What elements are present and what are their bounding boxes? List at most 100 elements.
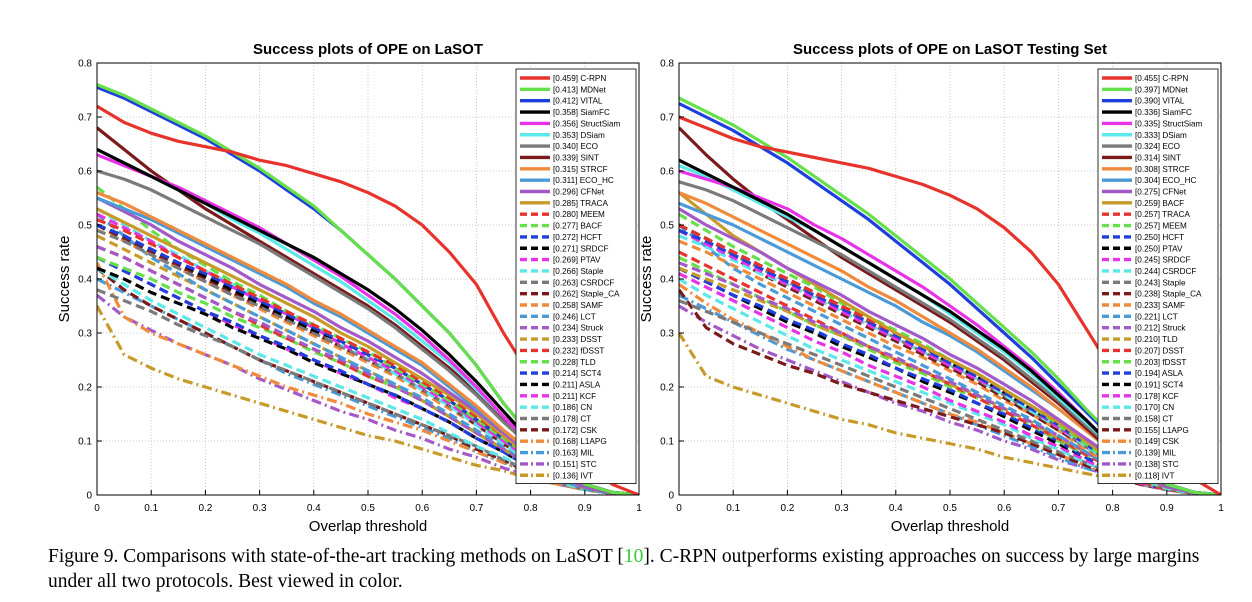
legend-entry: [0.194] ASLA [1135,369,1183,378]
legend-entry: [0.191] SCT4 [1135,380,1184,389]
legend-entry: [0.149] CSK [1135,437,1180,446]
series-lines [97,83,639,495]
y-tick-label: 0.8 [660,59,674,70]
x-tick-label: 0.3 [253,503,267,514]
y-tick-label: 0.7 [660,113,674,124]
y-tick-label: 0.8 [78,59,92,70]
y-tick-label: 0.5 [78,221,92,232]
legend-entry: [0.246] LCT [553,312,596,321]
legend-entry: [0.186] CN [553,403,592,412]
x-tick-label: 0.8 [524,503,538,514]
legend-entry: [0.238] Staple_CA [1135,290,1202,299]
x-tick-label: 0.2 [198,503,212,514]
x-tick-label: 0.7 [1051,503,1065,514]
x-axis-label: Overlap threshold [309,518,427,535]
y-tick-label: 0.7 [78,113,92,124]
legend: [0.455] C-RPN [0.397] MDNet [0.390] VITAL [… [1097,68,1219,485]
y-tick-label: 0.3 [78,329,92,340]
y-tick-label: 0 [668,491,674,502]
x-tick-label: 0.4 [889,503,903,514]
legend-entry: [0.243] Staple [1135,278,1186,287]
legend-entry: [0.339] SINT [553,153,599,162]
y-tick-label: 0.1 [78,437,92,448]
caption-text-start: Figure 9. Comparisons with state-of-the-… [48,546,624,567]
y-tick-label: 0.6 [78,167,92,178]
legend-entry: [0.250] HCFT [1135,233,1184,242]
x-tick-label: 0 [676,503,682,514]
y-axis-label: Success rate [56,236,73,323]
x-tick-label: 0.5 [361,503,375,514]
legend-entry: [0.266] Staple [553,267,604,276]
legend-entry: [0.118] IVT [1135,471,1174,480]
series-line [97,288,639,495]
legend-entry: [0.336] SiamFC [1135,108,1192,117]
legend: [0.459] C-RPN [0.413] MDNet [0.412] VITAL [… [515,68,637,485]
chart-2: 0 0.1 0.2 0.3 0.4 0.5 0.6 0.7 0.8 0.9 1 0 0.1 0.2 0.3 0… [638,41,1224,535]
legend-entry: [0.212] Struck [1135,324,1186,333]
figure-caption: Figure 9. Comparisons with state-of-the-… [48,544,1243,594]
legend-entry: [0.275] CFNet [1135,188,1187,197]
series-line [97,266,639,495]
legend-entry: [0.340] ECO [553,142,598,151]
chart-title: Success plots of OPE on LaSOT Testing Se… [793,41,1107,58]
legend-entry: [0.304] ECO_HC [1135,176,1197,185]
legend-entry: [0.285] TRACA [553,199,608,208]
legend-entry: [0.211] ASLA [553,380,601,389]
y-tick-label: 0 [86,491,92,502]
legend-entry: [0.272] HCFT [553,233,602,242]
legend-box [515,68,637,485]
x-tick-label: 0.9 [1160,503,1174,514]
legend-entry: [0.233] SAMF [1135,301,1185,310]
legend-entry: [0.459] C-RPN [553,74,606,83]
legend-entry: [0.210] TLD [1135,335,1178,344]
legend-entry: [0.234] Struck [553,324,604,333]
x-tick-label: 0.5 [943,503,957,514]
legend-entry: [0.211] KCF [553,392,596,401]
series-line [97,223,639,495]
legend-entry: [0.335] StructSiam [1135,119,1203,128]
legend-entry: [0.315] STRCF [553,165,608,174]
y-tick-label: 0.6 [660,167,674,178]
x-tick-label: 0.9 [578,503,592,514]
legend-box [1097,68,1219,485]
x-axis-label: Overlap threshold [891,518,1009,535]
legend-entry: [0.271] SRDCF [553,244,609,253]
x-tick-label: 0.7 [469,503,483,514]
legend-entry: [0.314] SINT [1135,153,1181,162]
legend-entry: [0.136] IVT [553,471,593,480]
x-tick-label: 0 [94,503,100,514]
chart-1: 0 0.1 0.2 0.3 0.4 0.5 0.6 0.7 0.8 0.9 1 0 0.1 0.2 0.3 0… [56,41,642,535]
legend-entry: [0.258] SAMF [553,301,603,310]
legend-entry: [0.138] STC [1135,460,1179,469]
series-line [97,218,639,495]
legend-entry: [0.207] DSST [1135,346,1184,355]
legend-entry: [0.390] VITAL [1135,97,1185,106]
legend-entry: [0.455] C-RPN [1135,74,1188,83]
legend-entry: [0.269] PTAV [553,256,601,265]
legend-entry: [0.277] BACF [553,222,602,231]
x-tick-label: 0.1 [726,503,740,514]
legend-entry: [0.158] CT [1135,415,1173,424]
x-tick-label: 1 [636,503,642,514]
legend-entry: [0.214] SCT4 [553,369,602,378]
x-tick-label: 1 [1218,503,1224,514]
legend-entry: [0.203] fDSST [1135,358,1186,367]
series-line [679,261,1221,495]
legend-entry: [0.353] DSiam [553,131,605,140]
legend-entry: [0.139] MIL [1135,449,1176,458]
legend-entry: [0.358] SiamFC [553,108,610,117]
legend-entry: [0.178] CT [553,415,591,424]
legend-entry: [0.221] LCT [1135,312,1178,321]
legend-entry: [0.324] ECO [1135,142,1180,151]
series-line [97,305,639,495]
legend-entry: [0.233] DSST [553,335,602,344]
legend-entry: [0.178] KCF [1135,392,1179,401]
y-tick-label: 0.2 [660,383,674,394]
y-tick-label: 0.5 [660,221,674,232]
legend-entry: [0.172] CSK [553,426,598,435]
caption-reference-link[interactable]: 10 [623,546,644,567]
legend-entry: [0.311] ECO_HC [553,176,614,185]
figure-charts: 0 0.1 0.2 0.3 0.4 0.5 0.6 0.7 0.8 0.9 1 0 0.1 0.2 0.3 0… [56,41,1224,535]
series-line [97,255,639,495]
legend-entry: [0.163] MIL [553,449,594,458]
